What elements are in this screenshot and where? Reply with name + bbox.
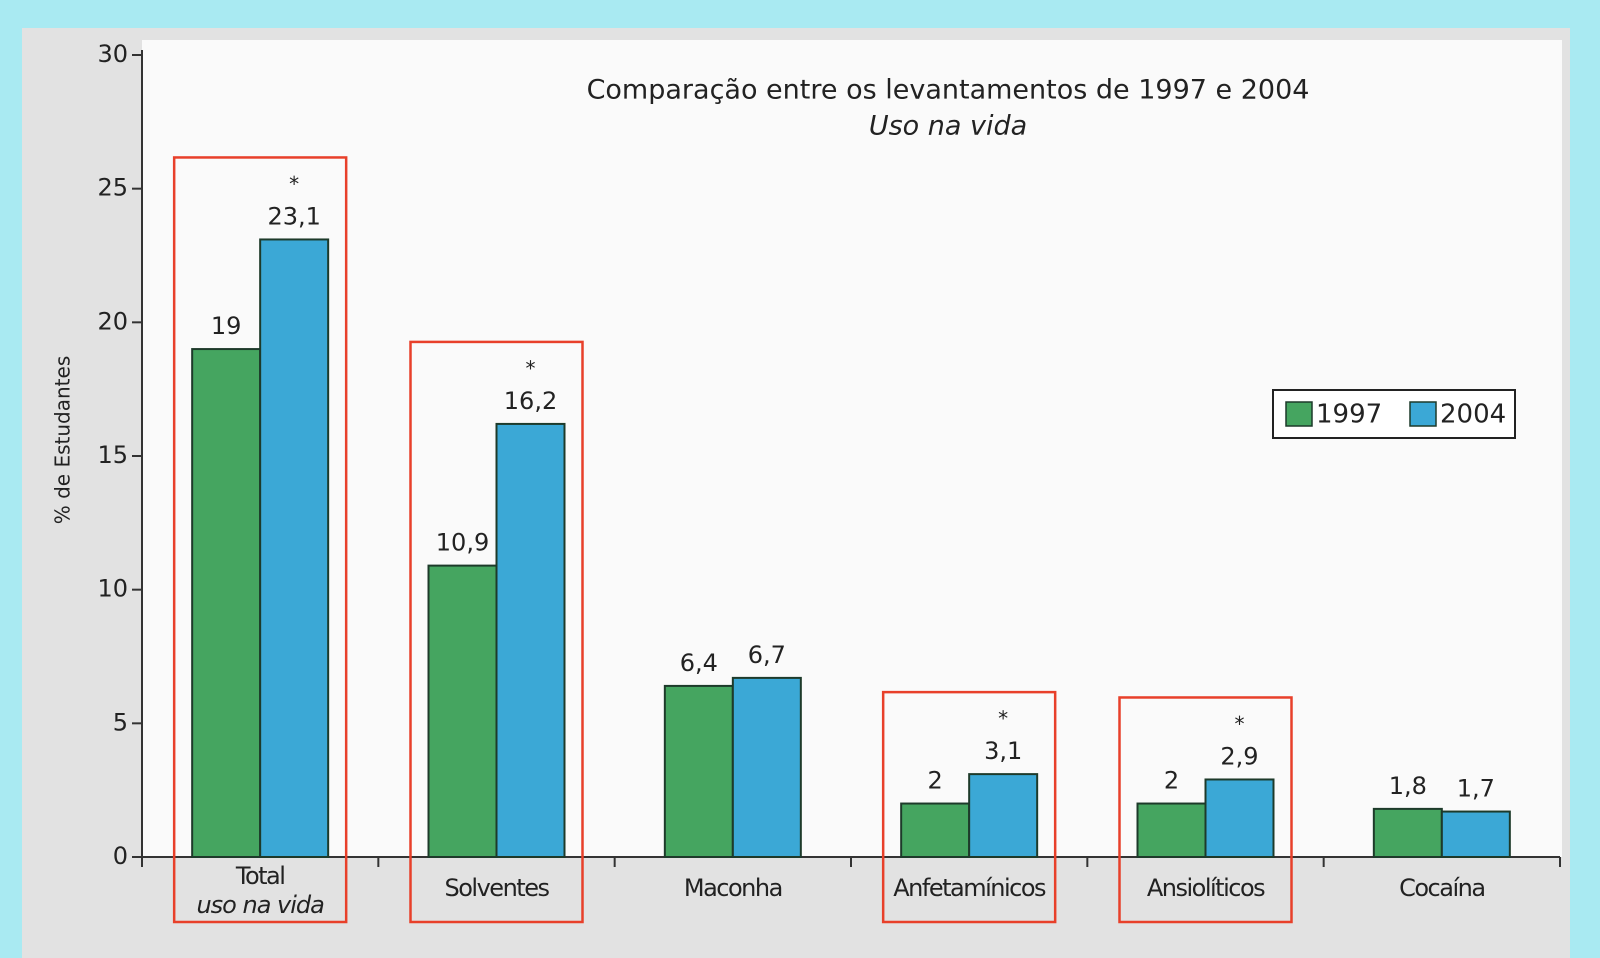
chart-title: Comparação entre os levantamentos de 199… (587, 75, 1310, 106)
bar (1440, 810, 1511, 859)
bar (968, 773, 1039, 858)
highlight-box (881, 690, 1057, 924)
x-tick-label: Ansiolíticos (1147, 874, 1265, 902)
value-label: 16,2 (504, 387, 557, 415)
y-tick-label: 25 (97, 174, 128, 202)
y-axis-label: % de Estudantes (51, 356, 75, 525)
bar (731, 676, 802, 858)
value-label: 2 (928, 767, 943, 795)
value-label: 10,9 (436, 529, 489, 557)
bar (900, 802, 971, 858)
legend-box (1272, 389, 1516, 439)
value-label: 23,1 (267, 202, 320, 230)
value-label: 2 (1164, 767, 1179, 795)
highlight-box (172, 156, 348, 924)
highlight-box (409, 340, 584, 924)
value-label: 3,1 (984, 737, 1022, 765)
bar (191, 348, 262, 858)
bar (1136, 802, 1207, 858)
x-tick-label: Anfetamínicos (893, 874, 1046, 902)
bar (1204, 778, 1275, 858)
legend-swatch (1285, 401, 1313, 427)
x-tick-label: Maconha (684, 874, 782, 902)
legend-swatch (1409, 401, 1437, 427)
bar (259, 238, 330, 858)
legend-label: 1997 (1316, 400, 1382, 430)
x-tick-label: Solventes (445, 874, 550, 902)
bar (1372, 807, 1443, 859)
significance-mark: * (1235, 712, 1245, 736)
y-tick-label: 5 (113, 708, 128, 736)
significance-mark: * (289, 172, 299, 196)
bar (663, 684, 734, 859)
value-label: 1,7 (1457, 775, 1495, 803)
significance-mark: * (526, 356, 536, 380)
value-label: 2,9 (1220, 742, 1258, 770)
y-tick-label: 30 (97, 40, 128, 68)
x-tick-sublabel: uso na vida (196, 891, 324, 919)
bar (427, 564, 498, 859)
value-label: 6,7 (748, 641, 786, 669)
x-tick-label: Cocaína (1399, 874, 1484, 902)
plot-area (142, 40, 1562, 857)
significance-mark: * (998, 707, 1008, 731)
bar (495, 422, 566, 858)
y-tick-label: 10 (97, 575, 128, 603)
value-label: 6,4 (680, 649, 718, 677)
x-tick-label: Total (235, 862, 285, 890)
value-label: 19 (211, 312, 242, 340)
y-tick-label: 15 (97, 441, 128, 469)
y-tick-label: 0 (113, 842, 128, 870)
highlight-box (1118, 696, 1293, 924)
legend-label: 2004 (1440, 400, 1506, 430)
value-label: 1,8 (1389, 772, 1427, 800)
y-tick-label: 20 (97, 307, 128, 335)
chart-subtitle: Uso na vida (869, 111, 1027, 142)
